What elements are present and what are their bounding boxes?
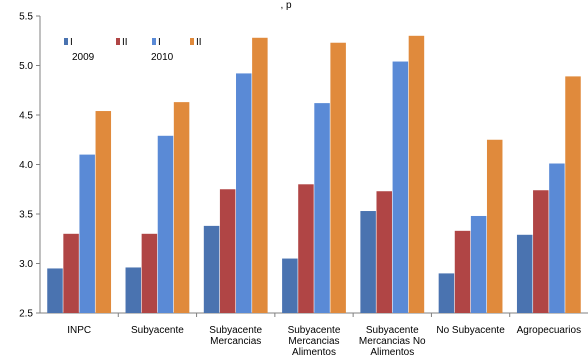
- category-label: No Subyacente: [436, 325, 505, 336]
- bar: [516, 234, 533, 313]
- bar: [79, 154, 95, 313]
- category-label: Mercancias: [288, 336, 339, 347]
- category-label: Subyacente: [366, 325, 419, 336]
- bar: [219, 189, 236, 313]
- y-tick-label: 4.5: [19, 111, 33, 122]
- bar: [173, 102, 190, 313]
- category-label: Mercancias No: [359, 336, 426, 347]
- axes: [39, 16, 588, 317]
- y-tick-label: 3.0: [19, 259, 33, 270]
- bar: [565, 76, 581, 313]
- bar: [125, 267, 142, 313]
- chart-title: , p: [280, 0, 292, 11]
- y-axis-ticks: 2.5 3.0 3.5 4.0 4.5 5.0 5.5: [19, 12, 40, 320]
- y-tick-label: 3.5: [19, 210, 33, 221]
- bar: [470, 215, 487, 313]
- y-tick-label: 5.5: [19, 12, 33, 23]
- category-label: Subyacente: [131, 325, 184, 336]
- bar: [298, 184, 314, 313]
- legend-swatch: [116, 38, 120, 45]
- legend-label: I: [158, 37, 161, 48]
- bar: [392, 61, 409, 313]
- legend-swatch: [64, 38, 68, 45]
- bar: [47, 268, 63, 313]
- category-label: INPC: [67, 325, 91, 336]
- bar: [141, 233, 158, 313]
- bar: [549, 163, 565, 313]
- category-label: Subyacente: [288, 325, 341, 336]
- category-label: Subyacente: [209, 325, 262, 336]
- category-label: Mercancias: [210, 336, 261, 347]
- legend-label: II: [122, 37, 128, 48]
- bar: [376, 191, 392, 313]
- bar: [63, 233, 79, 313]
- legend-label: II: [196, 37, 202, 48]
- category-labels: INPC Subyacente SubyacenteMercanciasSubyac…: [67, 325, 581, 357]
- bar: [95, 111, 112, 313]
- bar: [314, 103, 330, 314]
- legend-label: I: [70, 37, 73, 48]
- category-label: Alimentos: [292, 347, 336, 357]
- y-tick-label: 5.0: [19, 61, 33, 72]
- bar: [360, 211, 376, 313]
- y-tick-label: 2.5: [19, 309, 33, 320]
- bar: [486, 139, 503, 313]
- bar: [282, 258, 298, 313]
- bar: [157, 135, 174, 313]
- bar: [408, 35, 425, 314]
- bar: [438, 273, 455, 313]
- legend-year: 2010: [151, 52, 174, 63]
- legend-swatch: [152, 38, 156, 45]
- category-label: Alimentos: [370, 347, 414, 357]
- bar: [252, 37, 268, 313]
- category-label: Agropecuarios: [517, 325, 581, 336]
- y-tick-label: 4.0: [19, 160, 33, 171]
- bar: [533, 190, 549, 313]
- bar: [203, 225, 220, 313]
- legend-year: 2009: [72, 52, 95, 63]
- bar: [330, 42, 346, 313]
- legend-swatch: [190, 38, 194, 45]
- bar: [236, 73, 252, 313]
- bar: [454, 230, 471, 313]
- bars: [47, 35, 581, 314]
